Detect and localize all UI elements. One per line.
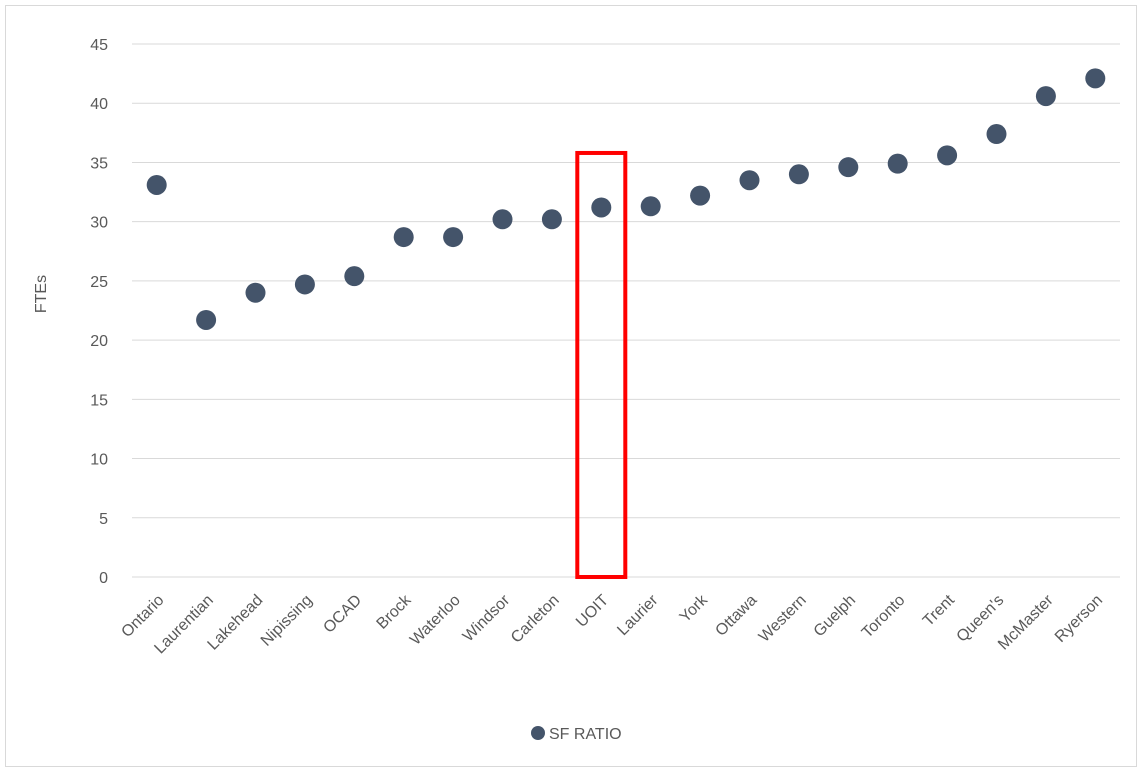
data-point [245, 282, 266, 303]
x-tick-label: Ontario [118, 592, 167, 641]
highlight-box [575, 150, 628, 579]
data-point [344, 266, 365, 287]
y-axis-ticks: 0 5 10 15 20 25 30 35 40 45 [90, 37, 108, 587]
y-tick-label: 25 [90, 274, 108, 291]
y-tick-label: 10 [90, 452, 108, 469]
x-tick-label: Guelph [811, 592, 860, 641]
data-point [146, 174, 167, 195]
data-point [196, 309, 217, 330]
x-tick-label: UOIT [573, 592, 612, 631]
x-tick-label: Carleton [508, 592, 563, 647]
x-tick-label: Waterloo [407, 592, 464, 649]
x-tick-label: Laurier [614, 591, 662, 639]
data-point [838, 157, 859, 178]
y-tick-label: 40 [90, 96, 108, 113]
data-point [443, 227, 464, 248]
x-tick-label: Ottawa [712, 592, 760, 640]
x-tick-label: Trent [920, 591, 958, 629]
y-axis-title: FTEs [33, 275, 50, 313]
x-tick-label: Nipissing [258, 592, 316, 650]
data-point [1085, 68, 1106, 89]
data-point [640, 196, 661, 217]
data-point [937, 145, 958, 166]
data-point [739, 170, 760, 191]
scatter-chart: 0 5 10 15 20 25 30 35 40 45 OntarioLaurentianLake… [33, 37, 1120, 743]
y-tick-label: 15 [90, 392, 108, 409]
y-tick-label: 0 [99, 570, 108, 587]
data-point [1035, 86, 1056, 107]
x-tick-label: Western [756, 592, 810, 646]
legend-label: SF RATIO [549, 726, 622, 743]
chart-frame: 0 5 10 15 20 25 30 35 40 45 Ontario Laurentian Lake… [5, 5, 1137, 767]
x-tick-label: Windsor [460, 591, 514, 645]
data-point [591, 197, 612, 218]
data-point [541, 209, 562, 230]
data-point [887, 153, 908, 174]
data-point [294, 274, 315, 295]
x-tick-label: Brock [374, 591, 416, 633]
legend-marker [531, 726, 545, 740]
data-point [788, 164, 809, 185]
y-tick-label: 5 [99, 511, 108, 528]
data-point [393, 227, 414, 248]
data-point [492, 209, 513, 230]
highlight-layer [575, 150, 628, 579]
x-tick-label: McMaster [995, 591, 1057, 653]
data-point [986, 124, 1007, 145]
y-tick-label: 30 [90, 215, 108, 232]
data-points [146, 68, 1106, 330]
x-tick-label: York [677, 591, 712, 626]
x-tick-label: OCAD [320, 592, 365, 637]
y-tick-label: 35 [90, 155, 108, 172]
x-tick-label: Ryerson [1052, 592, 1106, 646]
legend: SF RATIO [531, 726, 622, 743]
data-point [690, 185, 711, 206]
y-tick-label: 20 [90, 333, 108, 350]
y-tick-label: 45 [90, 37, 108, 54]
x-tick-label: Toronto [859, 592, 909, 642]
